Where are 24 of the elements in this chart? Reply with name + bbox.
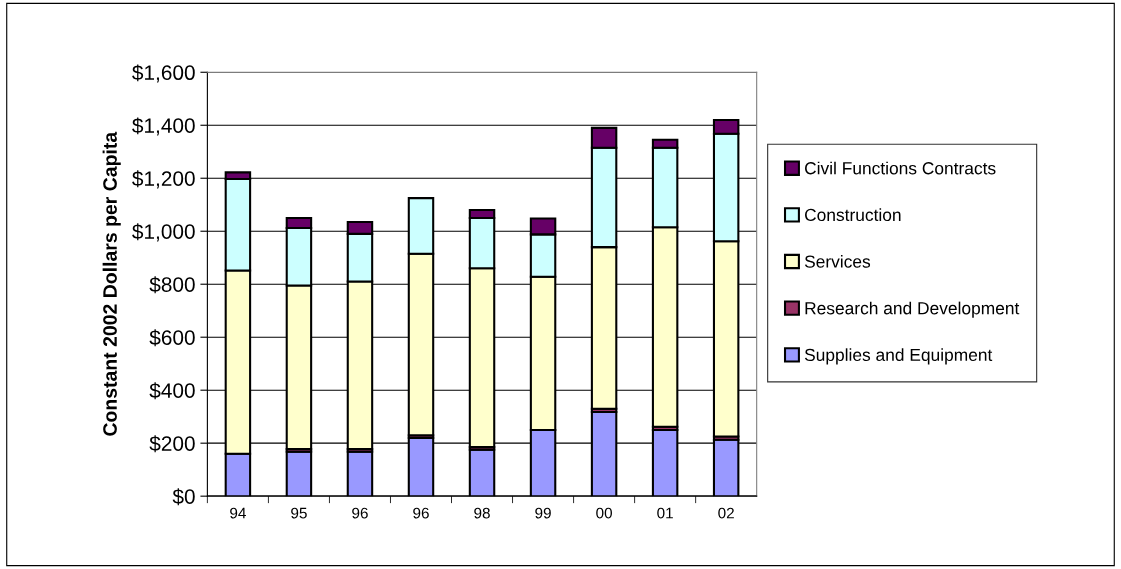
x-tick-label: 96: [413, 507, 429, 519]
legend-label: Services: [804, 254, 871, 268]
y-tick-label: $0: [172, 488, 195, 506]
x-tick-label: 99: [535, 507, 551, 519]
y-tick-label: $1,400: [132, 117, 195, 136]
y-tick-label: $800: [149, 276, 195, 294]
legend-label: Supplies and Equipment: [804, 348, 993, 365]
y-axis-title: Constant 2002 Dollars per Capita: [102, 131, 121, 436]
x-tick-label: 98: [474, 507, 490, 519]
y-tick-label: $400: [149, 382, 195, 400]
x-tick-label: 00: [596, 507, 612, 519]
y-tick-label: $600: [149, 329, 195, 347]
x-tick-label: 96: [352, 507, 368, 519]
x-tick-label: 94: [230, 507, 246, 519]
x-tick-label: 02: [718, 507, 734, 519]
y-tick-label: $1,000: [132, 223, 195, 242]
y-tick-label: $1,200: [132, 170, 195, 189]
legend-label: Construction: [805, 208, 901, 222]
legend-label: Civil Functions Contracts: [805, 161, 996, 175]
y-tick-label: $1,600: [132, 64, 195, 83]
x-tick-label: 95: [291, 507, 307, 519]
legend-label: Research and Development: [805, 301, 1020, 318]
x-tick-label: 01: [657, 507, 673, 519]
y-tick-label: $200: [149, 435, 195, 453]
